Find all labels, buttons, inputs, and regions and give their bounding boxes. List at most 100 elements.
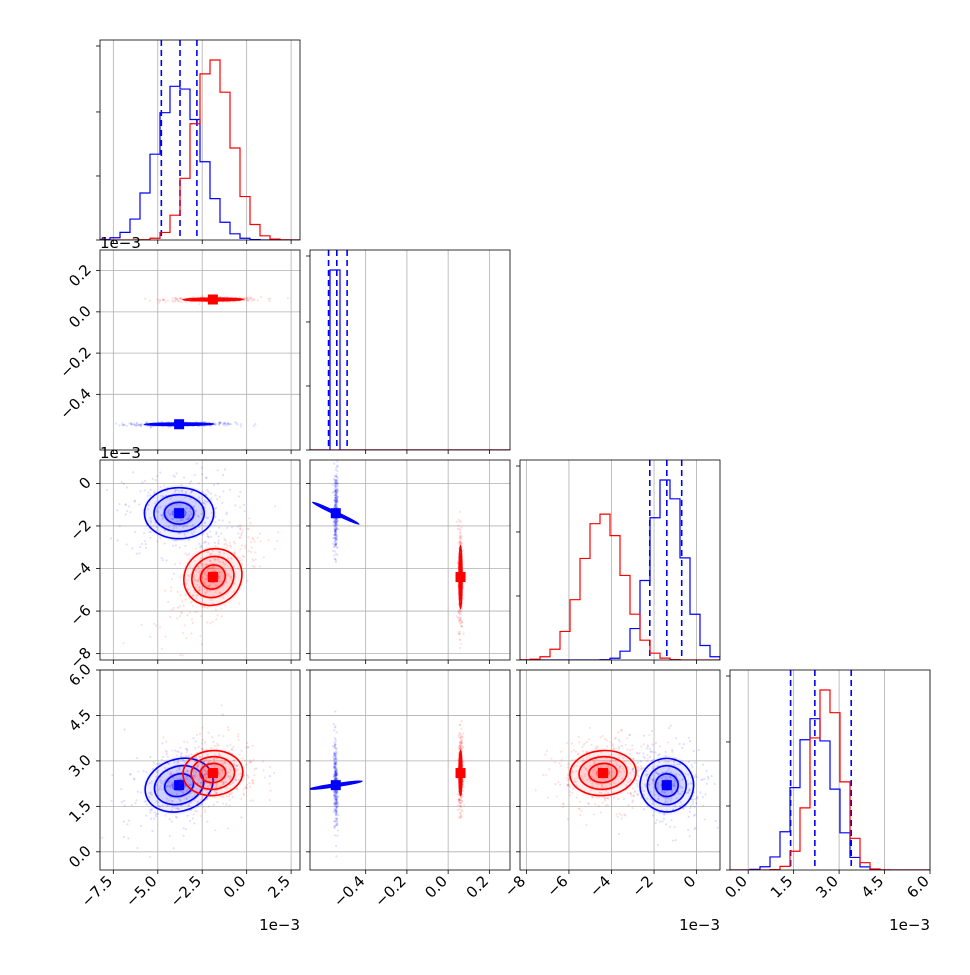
sample-point xyxy=(334,710,336,712)
sample-point xyxy=(578,808,580,810)
sample-point xyxy=(253,425,255,427)
sample-point xyxy=(175,544,177,546)
sample-point xyxy=(234,421,236,423)
sample-point xyxy=(194,747,196,749)
sample-point xyxy=(646,747,648,749)
sample-point xyxy=(335,483,337,485)
sample-point xyxy=(192,622,194,624)
sample-point xyxy=(335,481,337,483)
sample-point xyxy=(186,554,188,556)
sample-point xyxy=(545,774,547,776)
sample-point xyxy=(336,499,338,501)
sample-point xyxy=(136,847,138,849)
sample-point xyxy=(206,821,208,823)
sample-point xyxy=(460,617,462,619)
sample-point xyxy=(239,754,241,756)
sample-point xyxy=(139,490,141,492)
sample-point xyxy=(620,814,622,816)
sample-point xyxy=(579,814,581,816)
sample-point xyxy=(243,504,245,506)
sample-point xyxy=(126,510,128,512)
sample-point xyxy=(601,735,603,737)
sample-point xyxy=(177,783,179,785)
sample-point xyxy=(334,792,336,794)
sample-point xyxy=(335,496,337,498)
sample-point xyxy=(335,812,337,814)
sample-point xyxy=(615,813,617,815)
sample-point xyxy=(164,779,166,781)
sample-point xyxy=(249,522,251,524)
sample-point xyxy=(694,814,696,816)
sample-point xyxy=(337,829,339,831)
sample-point xyxy=(337,496,339,498)
sample-point xyxy=(201,742,203,744)
sample-point xyxy=(178,300,180,302)
sample-point xyxy=(223,423,225,425)
sample-point xyxy=(240,534,242,536)
sample-point xyxy=(183,605,185,607)
sample-point xyxy=(149,856,151,858)
sample-point xyxy=(157,813,159,815)
sample-point xyxy=(144,489,146,491)
sample-point xyxy=(637,766,639,768)
sample-point xyxy=(121,422,123,424)
sample-point xyxy=(144,298,146,300)
sample-point xyxy=(161,742,163,744)
sample-point xyxy=(637,762,639,764)
sample-point xyxy=(153,623,155,625)
sample-point xyxy=(459,511,461,513)
sample-point xyxy=(334,536,336,538)
sample-point xyxy=(149,809,151,811)
sample-point xyxy=(169,818,171,820)
sample-point xyxy=(229,744,231,746)
sample-point xyxy=(174,297,176,299)
sample-point xyxy=(177,607,179,609)
sample-point xyxy=(626,749,628,751)
sample-point xyxy=(208,542,210,544)
sample-point xyxy=(683,743,685,745)
sample-point xyxy=(159,472,161,474)
sample-point xyxy=(637,794,639,796)
sample-point xyxy=(198,543,200,545)
sample-point xyxy=(459,805,461,807)
sample-point xyxy=(226,424,228,426)
sample-point xyxy=(220,704,222,706)
sample-point xyxy=(335,845,337,847)
sample-point xyxy=(229,793,231,795)
sample-point xyxy=(123,642,125,644)
sample-point xyxy=(269,766,271,768)
sample-point xyxy=(210,497,212,499)
sample-point xyxy=(140,825,142,827)
sample-point xyxy=(554,783,556,785)
sample-point xyxy=(227,423,229,425)
sample-point xyxy=(333,546,335,548)
sample-point xyxy=(216,743,218,745)
sample-point xyxy=(647,744,649,746)
sample-point xyxy=(657,798,659,800)
sample-point xyxy=(461,527,463,529)
sample-point xyxy=(183,741,185,743)
sample-point xyxy=(694,798,696,800)
sample-point xyxy=(110,800,112,802)
sample-point xyxy=(159,537,161,539)
sample-point xyxy=(703,778,705,780)
sample-point xyxy=(218,527,220,529)
sample-point xyxy=(201,473,203,475)
sample-point xyxy=(334,817,336,819)
sample-point xyxy=(547,796,549,798)
sample-point xyxy=(179,747,181,749)
sample-point xyxy=(131,804,133,806)
sample-point xyxy=(232,796,234,798)
sample-point xyxy=(161,557,163,559)
sample-point xyxy=(155,815,157,817)
sample-point xyxy=(578,736,580,738)
sample-point xyxy=(720,862,722,864)
sample-point xyxy=(333,723,335,725)
x-tick-label: −0.4 xyxy=(330,872,368,910)
sample-point xyxy=(164,589,166,591)
sample-point xyxy=(619,740,621,742)
sample-point xyxy=(662,794,664,796)
sample-point xyxy=(585,824,587,826)
sample-point xyxy=(249,786,251,788)
sample-point xyxy=(459,536,461,538)
